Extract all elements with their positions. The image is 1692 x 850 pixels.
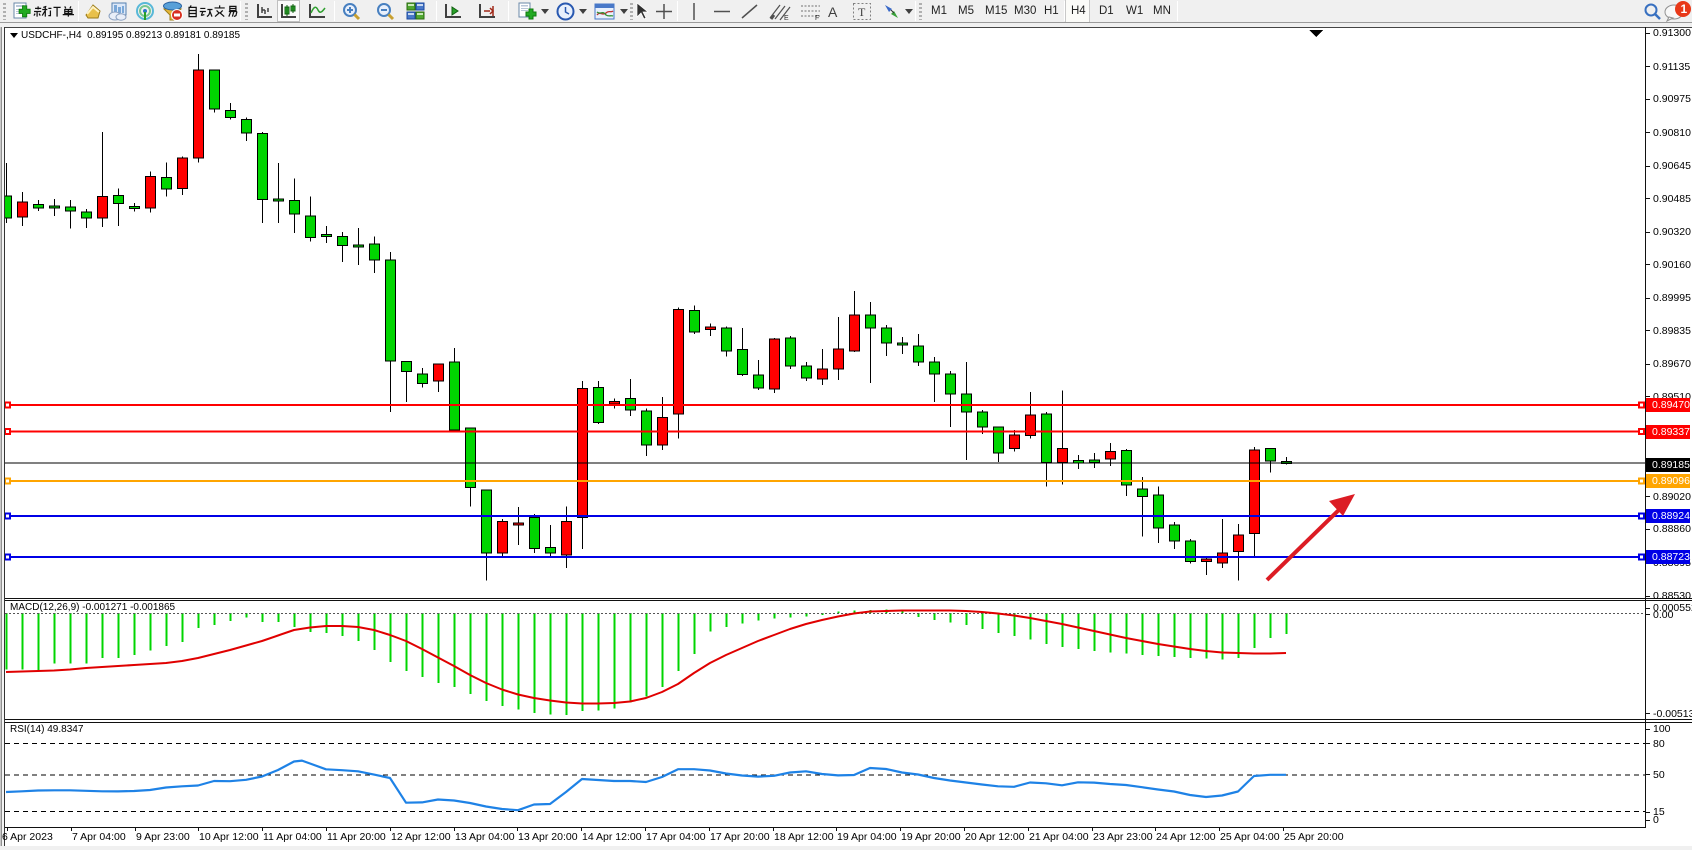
svg-text:T: T: [858, 5, 866, 19]
svg-text:1: 1: [1681, 2, 1688, 16]
svg-text:F: F: [815, 15, 819, 21]
svg-text:E: E: [784, 15, 789, 21]
